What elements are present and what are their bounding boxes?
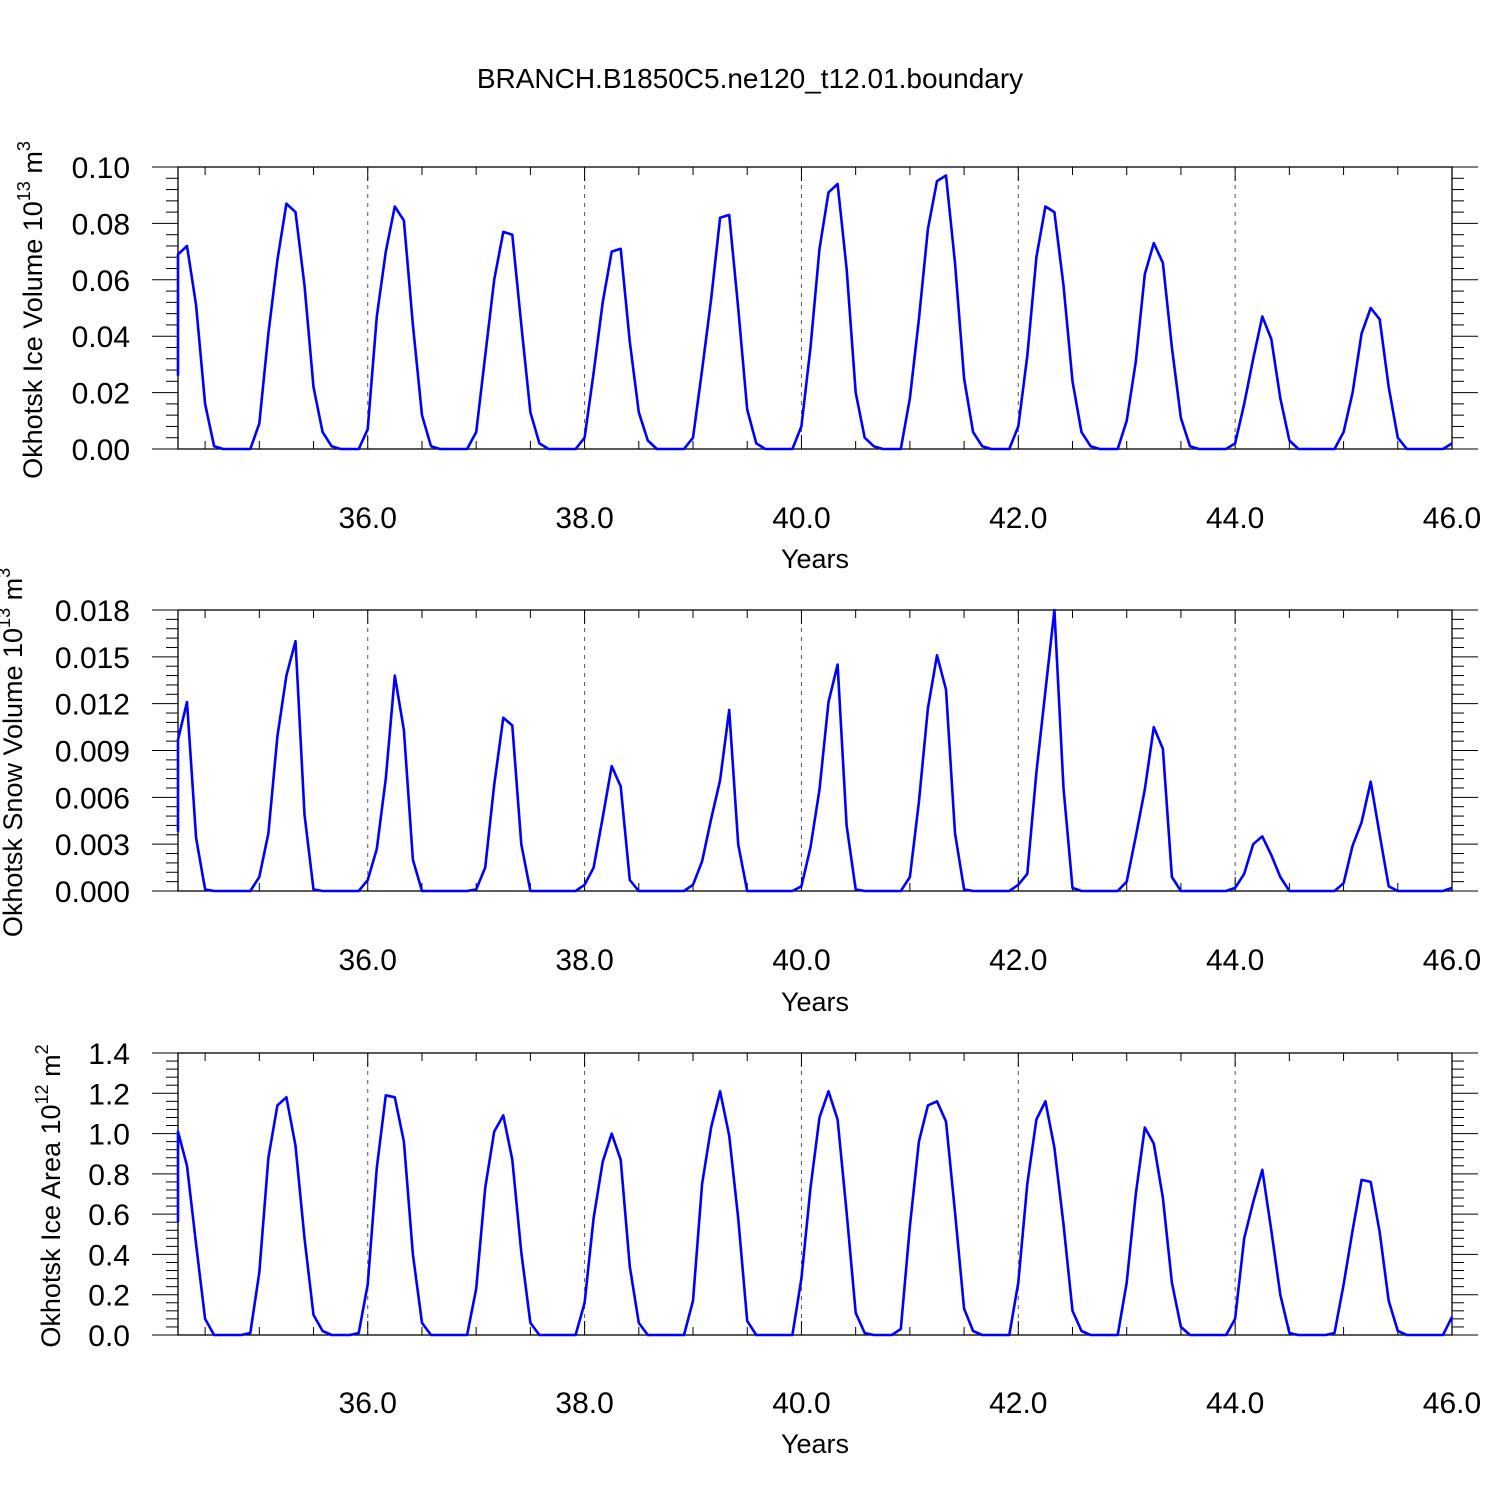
plot-frame bbox=[177, 609, 1453, 892]
y-tick-label: 0.00 bbox=[72, 434, 130, 467]
x-tick-label: 44.0 bbox=[1206, 944, 1264, 977]
y-tick-label: 0.012 bbox=[55, 689, 130, 722]
y-tick-label: 0.018 bbox=[55, 595, 130, 628]
y-tick-label: 0.04 bbox=[72, 321, 130, 354]
x-tick-label: 44.0 bbox=[1206, 1387, 1264, 1420]
x-tick-label: 40.0 bbox=[772, 944, 830, 977]
x-tick-label: 36.0 bbox=[339, 1387, 397, 1420]
x-tick-label: 40.0 bbox=[772, 502, 830, 535]
series-line bbox=[176, 608, 1453, 893]
y-tick-label: 0.8 bbox=[88, 1159, 130, 1192]
y-axis-label: Okhotsk Ice Volume 1013 m3 bbox=[14, 141, 48, 479]
x-tick-label: 38.0 bbox=[555, 1387, 613, 1420]
y-tick-label: 0.015 bbox=[55, 642, 130, 675]
y-tick-label: 0.08 bbox=[72, 208, 130, 241]
x-tick-label: 46.0 bbox=[1423, 1387, 1481, 1420]
y-tick-label: 0.003 bbox=[55, 829, 130, 862]
x-tick-label: 42.0 bbox=[989, 502, 1047, 535]
x-tick-label: 46.0 bbox=[1423, 944, 1481, 977]
x-tick-label: 42.0 bbox=[989, 1387, 1047, 1420]
x-tick-label: 40.0 bbox=[772, 1387, 830, 1420]
y-tick-label: 0.0 bbox=[88, 1320, 130, 1353]
y-axis-label: Okhotsk Snow Volume 1013 m3 bbox=[0, 568, 28, 937]
y-axis-label: Okhotsk Ice Area 1012 m2 bbox=[32, 1044, 66, 1347]
y-tick-label: 0.006 bbox=[55, 782, 130, 815]
x-axis-label: Years bbox=[781, 1429, 849, 1459]
y-tick-label: 0.000 bbox=[55, 876, 130, 909]
x-tick-label: 42.0 bbox=[989, 944, 1047, 977]
y-tick-label: 1.0 bbox=[88, 1119, 130, 1152]
x-tick-label: 36.0 bbox=[339, 502, 397, 535]
y-tick-label: 0.4 bbox=[88, 1239, 130, 1272]
x-tick-label: 38.0 bbox=[555, 502, 613, 535]
panel-snow-volume: Okhotsk Snow Volume 1013 m3 Years 36.0 38… bbox=[0, 568, 1481, 1017]
y-tick-label: 1.4 bbox=[88, 1038, 130, 1071]
y-tick-label: 0.009 bbox=[55, 736, 130, 769]
panel-ice-area: Okhotsk Ice Area 1012 m2 Years 36.0 38.0 4… bbox=[32, 1038, 1481, 1459]
x-tick-label: 38.0 bbox=[555, 944, 613, 977]
series-line bbox=[176, 1090, 1454, 1337]
x-tick-label: 44.0 bbox=[1206, 502, 1264, 535]
y-tick-label: 0.02 bbox=[72, 378, 130, 411]
y-tick-label: 0.6 bbox=[88, 1199, 130, 1232]
x-tick-label: 46.0 bbox=[1423, 502, 1481, 535]
y-tick-label: 1.2 bbox=[88, 1078, 130, 1111]
series-line bbox=[176, 174, 1453, 451]
x-axis-label: Years bbox=[781, 544, 849, 574]
y-tick-label: 0.2 bbox=[88, 1280, 130, 1313]
x-axis-label: Years bbox=[781, 987, 849, 1017]
panel-ice-volume: Okhotsk Ice Volume 1013 m3 Years 36.0 38.… bbox=[14, 141, 1481, 574]
y-tick-label: 0.06 bbox=[72, 265, 130, 298]
y-tick-label: 0.10 bbox=[72, 152, 130, 185]
plot-frame bbox=[177, 1052, 1453, 1336]
figure-title: BRANCH.B1850C5.ne120_t12.01.boundary bbox=[477, 63, 1023, 94]
x-tick-label: 36.0 bbox=[339, 944, 397, 977]
